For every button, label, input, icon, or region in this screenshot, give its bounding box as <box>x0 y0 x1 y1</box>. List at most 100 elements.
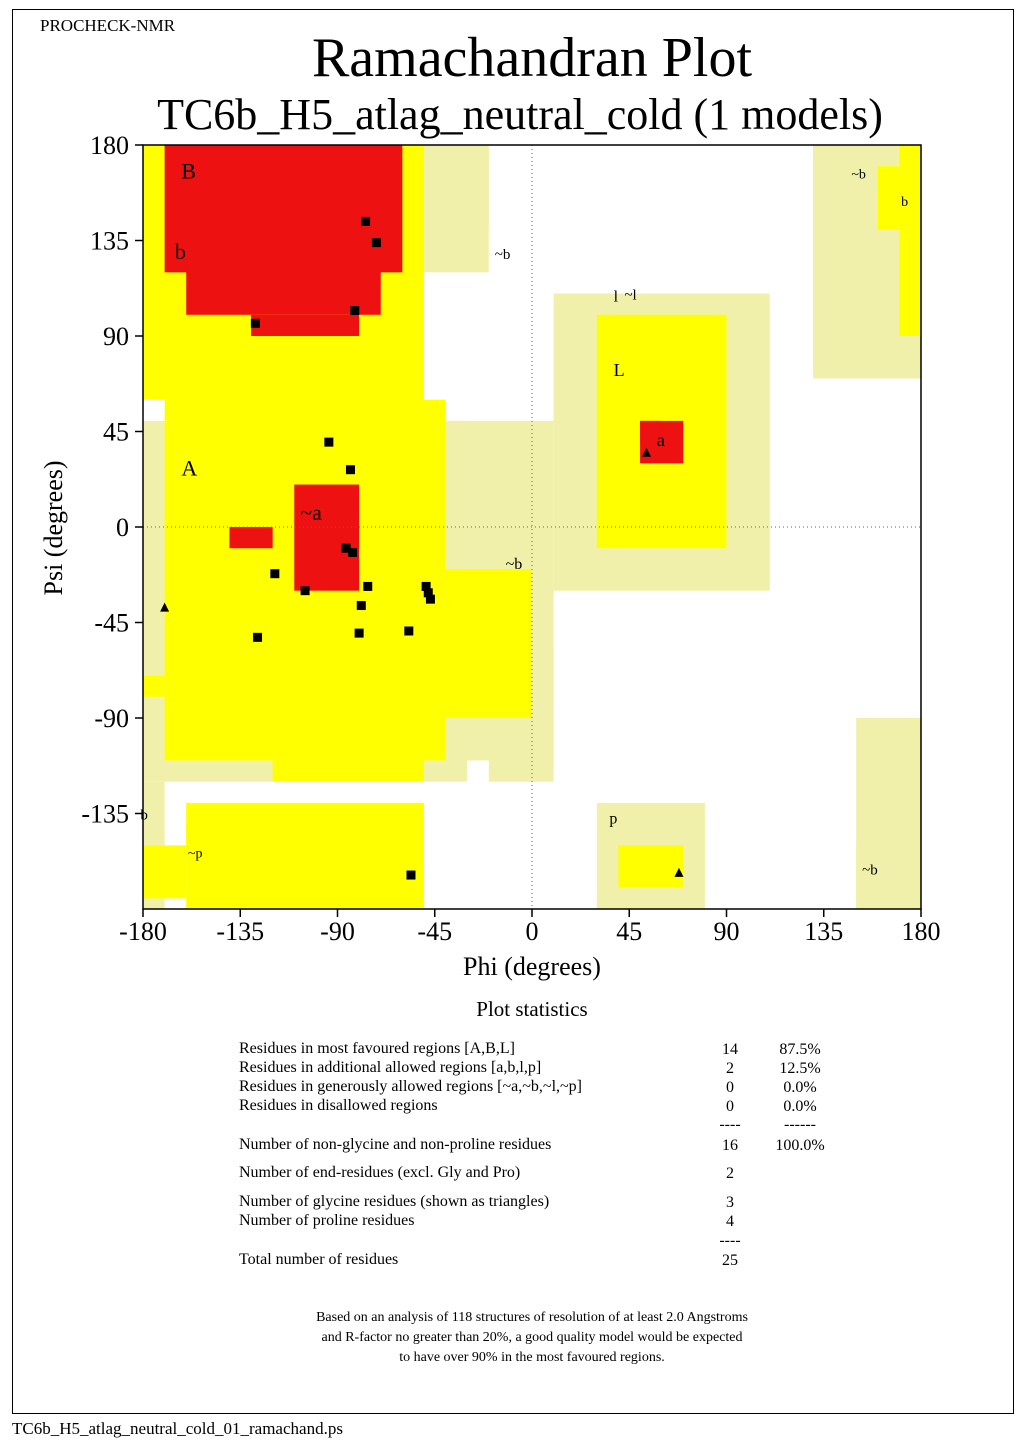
plot-title: Ramachandran Plot <box>311 27 753 89</box>
region-label: ~b <box>862 863 878 879</box>
program-name: PROCHECK-NMR <box>40 16 176 35</box>
stat-label: Number of non-glycine and non-proline re… <box>239 1136 552 1153</box>
region-additional-allowed <box>143 845 187 899</box>
stat-percent: ------ <box>784 1116 816 1133</box>
residue-point <box>361 216 371 226</box>
stat-count: 0 <box>726 1098 734 1115</box>
stat-percent: 0.0% <box>783 1098 817 1115</box>
stat-label: Residues in generously allowed regions [… <box>239 1078 582 1095</box>
x-axis-label: Phi (degrees) <box>463 952 601 981</box>
region-label: ~p <box>188 847 203 862</box>
y-tick-label: 180 <box>90 131 129 160</box>
axis-ticks: -180 -135 -90 -45 0 45 90 135 180 180 135 90 45 0 -45 -… <box>81 131 940 946</box>
stat-label: Number of glycine residues (shown as tri… <box>239 1193 550 1210</box>
region-label: ~a <box>300 500 322 525</box>
residue-point <box>423 588 433 598</box>
region-most-favoured <box>186 251 381 315</box>
stat-label: Residues in most favoured regions [A,B,L… <box>239 1040 515 1057</box>
stat-percent: 12.5% <box>779 1060 821 1077</box>
residue-point <box>354 628 364 638</box>
region-label: A <box>181 456 197 481</box>
stat-label: Residues in additional allowed regions [… <box>239 1059 542 1076</box>
region-most-favoured <box>640 420 662 443</box>
y-tick-label: 45 <box>103 418 129 447</box>
x-tick-label: 135 <box>804 917 843 946</box>
plot-subtitle: TC6b_H5_atlag_neutral_cold (1 models) <box>157 90 883 139</box>
stat-label: Total number of residues <box>239 1251 399 1268</box>
stat-count: 2 <box>726 1165 734 1182</box>
note-line: to have over 90% in the most favoured re… <box>399 1350 665 1365</box>
region-label: B <box>181 158 196 183</box>
y-tick-label: 135 <box>90 227 129 256</box>
residue-point <box>324 437 334 447</box>
region-label: ~b <box>851 167 866 182</box>
y-tick-label: 90 <box>103 322 129 351</box>
stat-count: 2 <box>726 1060 734 1077</box>
x-tick-label: -90 <box>320 917 355 946</box>
y-tick-label: 0 <box>116 513 129 542</box>
stat-label: Residues in disallowed regions <box>239 1097 438 1114</box>
region-label: ~l <box>624 287 636 303</box>
x-tick-label: 45 <box>616 917 642 946</box>
ramachandran-chart: Bb ~b ~l l La A ~a ~b b ~p p ~b ~b b -180 -135 -90 -45 0 4… <box>39 131 941 981</box>
region-label: b <box>140 807 148 823</box>
note-line: and R-factor no greater than 20%, a good… <box>321 1330 743 1345</box>
region-labels: Bb ~b ~l l La A ~a ~b b ~p p ~b ~b b <box>140 158 908 878</box>
stat-count: 25 <box>722 1252 738 1269</box>
stat-percent: 0.0% <box>783 1079 817 1096</box>
region-additional-allowed <box>877 166 921 230</box>
residue-point <box>345 465 355 475</box>
residue-point <box>425 594 435 604</box>
region-label: b <box>901 195 908 210</box>
stat-count: ---- <box>719 1116 741 1133</box>
residue-point <box>363 581 373 591</box>
region-label: ~b <box>506 556 523 573</box>
region-most-favoured <box>229 527 273 549</box>
region-label: L <box>614 360 625 380</box>
region-label: b <box>175 239 186 264</box>
stat-label: Number of proline residues <box>239 1212 415 1229</box>
y-tick-label: -135 <box>81 800 129 829</box>
stat-label: Number of end-residues (excl. Gly and Pr… <box>239 1164 521 1181</box>
x-tick-label: 180 <box>902 917 941 946</box>
region-map <box>143 145 921 909</box>
x-tick-label: -135 <box>216 917 264 946</box>
stat-percent: 87.5% <box>779 1041 821 1058</box>
residue-point <box>270 569 280 579</box>
stat-count: 0 <box>726 1079 734 1096</box>
residue-point <box>421 581 431 591</box>
note-line: Based on an analysis of 118 structures o… <box>316 1310 748 1325</box>
region-most-favoured <box>251 314 360 336</box>
residue-point <box>406 870 416 880</box>
residue-point <box>371 238 381 248</box>
x-tick-label: 90 <box>714 917 740 946</box>
region-additional-allowed <box>618 845 684 888</box>
region-most-favoured <box>294 484 360 591</box>
stat-count: ---- <box>719 1232 741 1249</box>
glycine-point <box>642 447 652 457</box>
footer-filename: TC6b_H5_atlag_neutral_cold_01_ramachand.… <box>12 1419 343 1438</box>
glycine-point <box>160 602 170 612</box>
y-axis-label: Psi (degrees) <box>39 460 68 595</box>
stat-count: 4 <box>726 1213 734 1230</box>
region-additional-allowed <box>272 760 424 782</box>
page-frame <box>12 9 1014 1414</box>
glycine-point <box>674 867 684 877</box>
region-label: ~b <box>495 247 511 263</box>
residue-point <box>253 632 263 642</box>
region-generously-allowed <box>856 845 921 909</box>
residue-point <box>250 318 260 328</box>
stat-percent: 100.0% <box>775 1137 825 1154</box>
stat-count: 14 <box>722 1041 738 1058</box>
region-additional-allowed <box>337 569 532 718</box>
x-tick-label: -180 <box>119 917 167 946</box>
stat-count: 16 <box>722 1137 738 1154</box>
residue-point <box>341 543 351 553</box>
y-tick-label: -90 <box>94 704 129 733</box>
region-label: p <box>609 811 617 828</box>
stat-count: 3 <box>726 1194 734 1211</box>
residue-point <box>356 601 366 611</box>
x-tick-label: 0 <box>526 917 539 946</box>
region-label: l <box>614 289 619 306</box>
residue-point <box>404 626 414 636</box>
